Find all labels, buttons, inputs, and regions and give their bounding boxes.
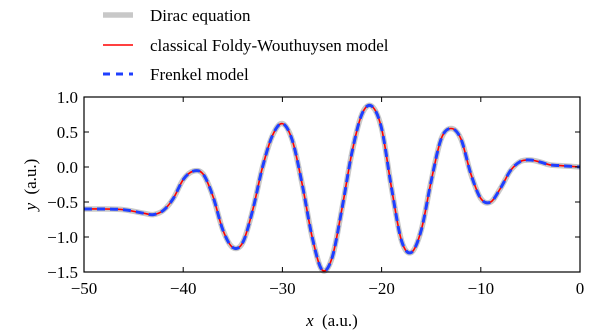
x-axis-label: x (a.u.): [305, 311, 358, 330]
x-tick-label: −40: [170, 279, 197, 298]
y-tick-label: −0.5: [47, 193, 78, 212]
series-line-frenkel-model: [83, 103, 581, 273]
x-tick-label: −20: [368, 279, 395, 298]
x-tick-label: −10: [468, 279, 495, 298]
y-tick-label: 0.5: [57, 123, 78, 142]
y-tick-label: −1.0: [47, 228, 78, 247]
y-axis-label: y (a.u.): [21, 159, 40, 213]
x-tick-label: 0: [576, 279, 585, 298]
legend-label-dirac-equation: Dirac equation: [150, 6, 251, 25]
axis-ticks: −50 −40 −30 −20 −10 0 1.0 0.5 0.0 −0.5 −1.0 −1.5: [47, 88, 584, 298]
series-line-classical-foldy-wouthuysen-model: [83, 104, 581, 272]
series-line-dirac-equation: [83, 102, 581, 274]
plot-frame: [83, 96, 581, 273]
x-axis-variable: x: [305, 311, 314, 330]
y-tick-label: 1.0: [57, 88, 78, 107]
series-layer: [83, 102, 581, 274]
y-tick-label: 0.0: [57, 158, 78, 177]
y-axis-variable: y: [21, 202, 40, 212]
legend-label-frenkel-model: Frenkel model: [150, 65, 249, 84]
x-axis-unit: (a.u.): [322, 311, 358, 330]
legend-label-classical-foldy-wouthuysen-model: classical Foldy-Wouthuysen model: [150, 36, 389, 55]
legend: Dirac equation classical Foldy-Wouthuysen…: [103, 6, 389, 84]
x-tick-label: −50: [71, 279, 98, 298]
x-tick-label: −30: [269, 279, 296, 298]
y-axis-unit: (a.u.): [21, 159, 40, 195]
y-tick-label: −1.5: [47, 263, 78, 282]
